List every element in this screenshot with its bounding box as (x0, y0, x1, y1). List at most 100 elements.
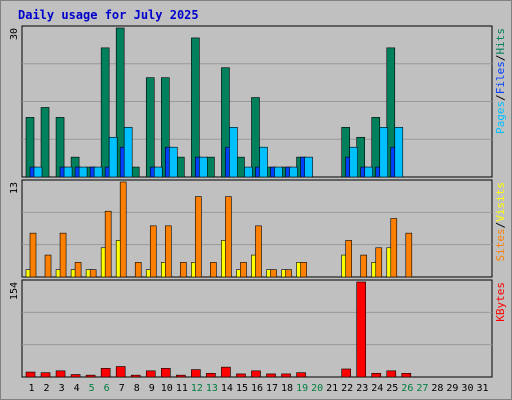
bar-sites-day-22 (345, 240, 352, 278)
bar-kbytes-day-26 (401, 372, 412, 378)
y-max-label: 154 (9, 282, 20, 300)
legend-entry: / (494, 55, 507, 62)
bar-sites-day-19 (300, 262, 307, 278)
bar-sites-day-1 (29, 232, 37, 278)
x-tick-label-day-23: 23 (356, 383, 368, 394)
bar-pages-day-5 (93, 166, 103, 178)
bar-pages-day-24 (379, 127, 389, 178)
bar-pages-day-22 (349, 146, 358, 178)
bar-pages-day-25 (394, 127, 404, 178)
legend-visits-sites: Sites/Visits (494, 182, 507, 262)
bar-sites-day-7 (119, 181, 127, 278)
bar-hits-day-12 (191, 37, 200, 178)
bar-kbytes-day-10 (160, 368, 171, 378)
bar-sites-day-15 (240, 262, 247, 278)
legend-kbytes: KBytes (494, 282, 507, 322)
bar-kbytes-day-11 (176, 374, 186, 378)
bar-pages-day-1 (33, 166, 43, 178)
legend-entry: Visits (494, 182, 507, 222)
bar-kbytes-day-9 (145, 370, 156, 378)
bar-pages-day-3 (63, 166, 73, 178)
bar-sites-day-3 (59, 232, 67, 278)
bar-sites-day-8 (134, 262, 142, 278)
x-tick-label-day-21: 21 (326, 383, 338, 394)
x-tick-label-day-5: 5 (89, 383, 95, 394)
bar-kbytes-day-2 (40, 372, 51, 378)
x-tick-label-day-10: 10 (161, 383, 173, 394)
x-tick-label-day-25: 25 (386, 383, 398, 394)
y-max-label: 13 (9, 182, 20, 194)
bar-sites-day-13 (210, 262, 217, 278)
bar-kbytes-day-25 (386, 370, 397, 378)
bar-sites-day-4 (74, 262, 82, 278)
x-tick-label-day-1: 1 (29, 383, 35, 394)
bar-sites-day-6 (104, 210, 112, 278)
bar-sites-day-23 (360, 254, 368, 278)
bar-pages-day-12 (199, 156, 208, 178)
bar-kbytes-day-3 (55, 370, 66, 378)
bar-kbytes-day-19 (296, 372, 306, 378)
bar-sites-day-9 (149, 225, 157, 278)
bar-kbytes-day-5 (85, 374, 96, 378)
bar-pages-day-6 (108, 136, 118, 178)
x-tick-label-day-3: 3 (59, 383, 65, 394)
bar-sites-day-18 (285, 269, 292, 278)
y-max-label: 30 (9, 28, 20, 40)
bar-pages-day-16 (259, 146, 268, 178)
bar-kbytes-day-17 (266, 373, 276, 378)
bar-kbytes-day-16 (251, 370, 261, 378)
x-tick-label-day-18: 18 (281, 383, 293, 394)
bar-kbytes-day-14 (221, 366, 231, 378)
x-tick-label-day-19: 19 (296, 383, 308, 394)
x-tick-label-day-8: 8 (134, 383, 140, 394)
bar-sites-day-2 (44, 254, 52, 278)
legend-entry: Hits (494, 28, 507, 55)
bar-kbytes-day-6 (100, 368, 111, 378)
bar-kbytes-day-12 (191, 369, 201, 378)
x-tick-label-day-31: 31 (476, 383, 488, 394)
bar-sites-day-14 (225, 196, 232, 278)
bar-kbytes-day-13 (206, 372, 216, 378)
bar-pages-day-17 (274, 166, 283, 178)
x-tick-label-day-16: 16 (251, 383, 263, 394)
bar-hits-day-9 (145, 77, 155, 178)
x-tick-label-day-17: 17 (266, 383, 278, 394)
legend-entry: / (494, 94, 507, 101)
bar-pages-day-23 (364, 166, 374, 178)
chart-title: Daily usage for July 2025 (18, 8, 199, 22)
bar-kbytes-day-7 (115, 366, 126, 378)
bar-hits-day-6 (100, 47, 110, 178)
bar-kbytes-day-22 (341, 368, 351, 378)
bar-kbytes-day-23 (356, 281, 367, 378)
x-tick-label-day-30: 30 (461, 383, 473, 394)
x-tick-label-day-24: 24 (371, 383, 383, 394)
x-tick-label-day-12: 12 (191, 383, 203, 394)
bar-pages-day-4 (78, 166, 88, 178)
bar-kbytes-day-15 (236, 373, 246, 378)
legend-entry: Files (494, 61, 507, 94)
bar-sites-day-11 (180, 262, 187, 278)
x-tick-label-day-26: 26 (401, 383, 413, 394)
bar-sites-day-25 (390, 218, 398, 278)
bar-sites-day-24 (375, 247, 383, 278)
legend-entry: Sites (494, 228, 507, 261)
x-tick-label-day-13: 13 (206, 383, 218, 394)
x-tick-label-day-4: 4 (74, 383, 80, 394)
bar-kbytes-day-18 (281, 373, 291, 378)
bar-pages-day-10 (168, 146, 178, 178)
x-tick-label-day-6: 6 (104, 383, 110, 394)
bar-kbytes-day-4 (70, 374, 81, 378)
x-tick-label-day-27: 27 (416, 383, 428, 394)
bar-sites-day-5 (89, 269, 97, 278)
bar-pages-day-19 (304, 156, 313, 178)
bar-pages-day-18 (289, 166, 298, 178)
bar-pages-day-14 (229, 127, 238, 178)
legend-hits-files-pages: Pages/Files/Hits (494, 28, 507, 134)
x-tick-label-day-28: 28 (431, 383, 443, 394)
bar-sites-day-12 (195, 196, 202, 278)
legend-entry: Pages (494, 101, 507, 134)
x-tick-label-day-20: 20 (311, 383, 323, 394)
x-tick-label-day-7: 7 (119, 383, 125, 394)
x-tick-label-day-14: 14 (221, 383, 233, 394)
